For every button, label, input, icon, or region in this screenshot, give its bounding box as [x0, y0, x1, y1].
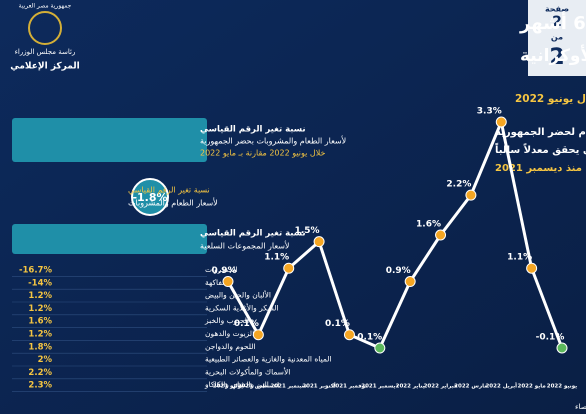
data-label: 0.1%: [325, 319, 350, 329]
row-value: 1.6%: [28, 317, 52, 327]
x-tick-label: يوليو 2021: [213, 384, 244, 390]
box-text: نسبة تغير الرقم القياسي: [200, 125, 306, 135]
line: [226, 116, 564, 350]
box-text: خلال يونيو 2022 مقارنة بـ مايو 2022: [200, 149, 326, 158]
point: [435, 229, 447, 241]
data-label: 0.9%: [386, 266, 411, 276]
row-label: الأسماك والمأكولات البحرية: [205, 366, 290, 376]
subtitle: تراجع أسعار الفاكهة والخضروات يدفع معدل …: [515, 91, 586, 105]
point: [283, 262, 295, 274]
page-label: صفحة: [545, 5, 569, 14]
row-value: 1.2%: [28, 304, 52, 314]
logo-text: رئاسة مجلس الوزراء: [15, 48, 76, 56]
row-value: 1.8%: [28, 342, 52, 352]
point: [374, 342, 386, 354]
row-value: 2%: [38, 355, 53, 365]
point: [465, 189, 477, 201]
box-text: لأسعار الطعام والمشروبات بحضر الجمهورية: [200, 136, 346, 146]
row-value: 2.3%: [28, 381, 52, 391]
value-circle: [131, 178, 169, 216]
logo-emblem: [28, 11, 62, 45]
info-box: [12, 118, 207, 162]
point: [556, 342, 568, 354]
box-text: نسبة تغير الرقم القياسي: [128, 186, 210, 195]
x-tick-label: سبتمبر 2021: [270, 384, 306, 390]
data-label: 0.9%: [212, 266, 237, 276]
data-label: 2.2%: [446, 180, 471, 190]
x-tick-label: يونيو 2022: [547, 384, 578, 390]
logo-text: المركز الإعلامي: [10, 62, 80, 72]
x-tick-label: أغسطس 2021: [238, 382, 280, 390]
title: على الرغم من استمرار تداعيات الأزمة الرو…: [520, 45, 586, 66]
row-label: الزيوت والدهون: [205, 329, 254, 338]
box-text: لأسعار المجموعات السلعية: [200, 241, 289, 251]
row-label: الخضروات: [205, 265, 238, 274]
data-label: -0.1%: [353, 333, 382, 343]
title: معدل التضخم العام ينخفض للمرة الأولى منذ…: [519, 11, 586, 34]
row-label: الفاكهة: [205, 278, 227, 287]
page-number: 2: [552, 14, 562, 30]
row-label: اللحوم والدواجن: [205, 342, 256, 351]
chart-title: على أساس شهري يحقق معدلاً سالباً: [495, 142, 586, 156]
row-value: -14%: [28, 278, 52, 288]
x-tick-label: مارس 2022: [454, 384, 487, 390]
x-tick-label: فبراير 2022: [424, 384, 458, 390]
x-tick-label: أبريل 2022: [485, 382, 517, 390]
food-change: -1.8%: [132, 191, 167, 204]
info-box: [12, 224, 207, 254]
page-total: 2: [549, 45, 564, 70]
row-value: 2.2%: [28, 368, 52, 378]
logo-text: جمهورية مصر العربية: [19, 3, 72, 10]
x-tick-label: أكتوبر 2021: [302, 382, 336, 390]
data-label: 3.3%: [477, 107, 502, 117]
x-tick-label: مايو 2022: [518, 384, 546, 390]
point: [313, 236, 325, 248]
point: [222, 276, 234, 288]
x-tick-label: نوفمبر 2021: [332, 384, 368, 390]
row-value: -16.7%: [19, 266, 52, 276]
point: [404, 276, 416, 288]
data-label: 1.6%: [416, 220, 441, 230]
box-text: لأسعار الطعام والمشروبات: [128, 198, 218, 208]
point: [495, 116, 507, 128]
row-value: 1.2%: [28, 330, 52, 340]
data-label: 1.1%: [264, 253, 289, 263]
chart-title: معدل التضخم العام لحضر الجمهورية: [495, 127, 586, 138]
data-label: 0.1%: [234, 319, 259, 329]
data-label: -0.1%: [536, 333, 565, 343]
point: [252, 329, 264, 341]
source: المصدر: الجهاز المركزي للتعبئة العامة وا…: [575, 402, 586, 411]
x-tick-label: يناير 2022: [396, 384, 425, 390]
data-label: 1.5%: [295, 226, 320, 236]
row-label: المياه المعدنية والغازية والعصائر الطبيع…: [205, 355, 332, 364]
data-label: 1.1%: [507, 253, 532, 263]
page-of: من: [551, 33, 563, 42]
row-value: 1.2%: [28, 291, 52, 301]
box-text: نسبة تغير الرقم القياسي: [200, 229, 306, 239]
row-label: البن والشاي والكاكاو: [204, 380, 269, 389]
point: [526, 262, 538, 274]
page-box: [528, 0, 586, 76]
point: [343, 329, 355, 341]
x-tick-label: ديسمبر 2021: [361, 384, 398, 390]
row-label: الحبوب والخبز: [204, 316, 249, 325]
row-label: الألبان والجبن والبيض: [205, 290, 271, 300]
chart-title: للمرة الأولى منذ ديسمبر 2021: [495, 161, 586, 174]
